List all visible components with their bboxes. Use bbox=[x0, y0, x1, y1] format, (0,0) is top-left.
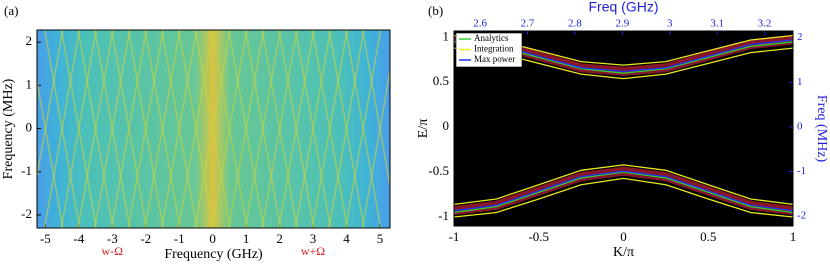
annotation: w-Ω bbox=[101, 244, 123, 258]
plot-frame bbox=[453, 30, 794, 227]
y-axis-label: E/π bbox=[416, 119, 431, 139]
y-tick-label: 2 bbox=[26, 33, 33, 48]
harmonic-line bbox=[211, 30, 248, 228]
harmonic-line bbox=[311, 30, 349, 228]
y2-tick-label: 1 bbox=[797, 76, 803, 88]
harmonic-line bbox=[127, 30, 165, 228]
x-axis-label: Frequency (GHz) bbox=[164, 247, 263, 262]
series-line bbox=[454, 164, 793, 206]
x2-axis-label: Freq (GHz) bbox=[589, 0, 659, 15]
y-tick-label: -0.5 bbox=[428, 163, 449, 178]
x2-tick-label: 2.6 bbox=[473, 18, 487, 30]
harmonic-line bbox=[77, 30, 114, 228]
x-tick-label: -0.5 bbox=[528, 229, 549, 244]
x2-tick-label: 2.8 bbox=[568, 18, 582, 30]
x-axis-label: K/π bbox=[613, 245, 634, 260]
x2-tick-label: 3.2 bbox=[758, 18, 772, 30]
x-tick-label: 1 bbox=[790, 229, 797, 244]
y-tick-label: 1 bbox=[26, 76, 33, 91]
series-line bbox=[454, 177, 793, 218]
y-tick-label: -1 bbox=[438, 208, 449, 223]
y2-tick-label: -1 bbox=[797, 165, 806, 177]
harmonic-line bbox=[43, 30, 81, 228]
harmonic-line bbox=[261, 30, 298, 228]
harmonic-line bbox=[244, 30, 282, 228]
x2-tick-label: 2.9 bbox=[615, 18, 629, 30]
y2-tick-label: 0 bbox=[797, 120, 803, 132]
x-tick-label: 0 bbox=[209, 231, 216, 246]
x-tick-label: -2 bbox=[140, 231, 151, 246]
legend-label: Analytics bbox=[474, 33, 509, 43]
x-tick-label: -1 bbox=[174, 231, 185, 246]
y-tick-label: -2 bbox=[21, 206, 32, 221]
spectrogram-image bbox=[37, 30, 390, 228]
y-tick-label: -1 bbox=[21, 163, 32, 178]
x2-tick-label: 3 bbox=[667, 18, 673, 30]
harmonic-line bbox=[161, 30, 198, 228]
x-tick-label: -5 bbox=[40, 231, 51, 246]
harmonic-line bbox=[345, 30, 382, 228]
x-tick-label: 4 bbox=[343, 231, 350, 246]
y-tick-label: 0.5 bbox=[433, 73, 449, 88]
harmonic-line bbox=[227, 30, 265, 228]
harmonic-line bbox=[278, 30, 315, 228]
harmonic-line bbox=[60, 30, 98, 228]
x-tick-label: 0 bbox=[620, 229, 627, 244]
panel-label: (a) bbox=[4, 3, 18, 18]
harmonic-line bbox=[194, 30, 231, 228]
harmonic-line bbox=[361, 30, 390, 191]
y2-tick-label: -2 bbox=[797, 210, 806, 222]
x-tick-label: 3 bbox=[310, 231, 317, 246]
x-tick-label: -1 bbox=[449, 229, 460, 244]
y-tick-label: 1 bbox=[443, 28, 450, 43]
y-tick-label: 0 bbox=[443, 118, 450, 133]
series-line bbox=[454, 170, 793, 212]
x-tick-label: 1 bbox=[243, 231, 250, 246]
harmonic-line bbox=[294, 30, 332, 228]
y2-axis-label: Freq (MHz) bbox=[814, 95, 829, 163]
legend-label: Integration bbox=[474, 44, 514, 54]
harmonic-line bbox=[37, 76, 64, 228]
annotation: w+Ω bbox=[301, 244, 325, 258]
harmonic-line bbox=[328, 30, 365, 228]
y2-tick-label: 2 bbox=[797, 31, 803, 43]
harmonic-line bbox=[110, 30, 148, 228]
x-tick-label: -4 bbox=[73, 231, 84, 246]
plot-frame bbox=[36, 29, 391, 229]
x-tick-label: -3 bbox=[107, 231, 118, 246]
x2-tick-label: 3.1 bbox=[710, 18, 724, 30]
legend-label: Max power bbox=[474, 54, 515, 64]
harmonic-line bbox=[94, 30, 131, 228]
panel-label: (b) bbox=[428, 3, 443, 18]
x-tick-label: 2 bbox=[276, 231, 283, 246]
harmonic-line bbox=[144, 30, 181, 228]
x2-tick-label: 2.7 bbox=[521, 18, 535, 30]
y-axis-label: Frequency (MHz) bbox=[1, 78, 16, 179]
y-tick-label: 0 bbox=[26, 120, 33, 135]
harmonic-line bbox=[177, 30, 215, 228]
x-tick-label: 5 bbox=[377, 231, 384, 246]
series-line bbox=[454, 171, 793, 214]
x-tick-label: 0.5 bbox=[700, 229, 716, 244]
